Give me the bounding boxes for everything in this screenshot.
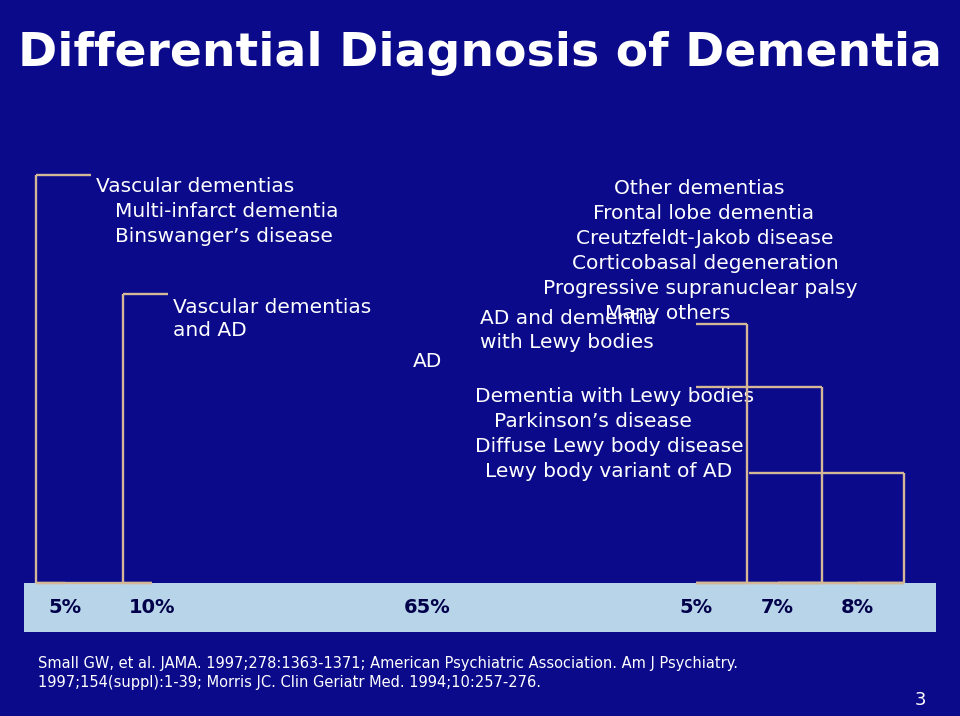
Text: Vascular dementias: Vascular dementias	[173, 299, 372, 317]
Text: Vascular dementias: Vascular dementias	[96, 177, 295, 195]
Text: 1997;154(suppl):1-39; Morris JC. Clin Geriatr Med. 1994;10:257-276.: 1997;154(suppl):1-39; Morris JC. Clin Ge…	[38, 675, 541, 690]
Text: Other dementias: Other dementias	[614, 179, 785, 198]
Text: 10%: 10%	[129, 598, 175, 616]
Text: Many others: Many others	[605, 304, 731, 324]
Text: Progressive supranuclear palsy: Progressive supranuclear palsy	[543, 279, 858, 299]
Bar	[24, 583, 936, 632]
Text: Creutzfeldt-Jakob disease: Creutzfeldt-Jakob disease	[576, 229, 833, 248]
Text: Lewy body variant of AD: Lewy body variant of AD	[485, 462, 732, 481]
Text: Parkinson’s disease: Parkinson’s disease	[494, 412, 692, 431]
Text: AD and dementia: AD and dementia	[480, 309, 657, 328]
Text: 5%: 5%	[49, 598, 82, 616]
Text: 5%: 5%	[680, 598, 712, 616]
Text: with Lewy bodies: with Lewy bodies	[480, 333, 654, 352]
Text: Multi-infarct dementia: Multi-infarct dementia	[115, 202, 339, 221]
Text: 65%: 65%	[404, 598, 450, 616]
Text: Corticobasal degeneration: Corticobasal degeneration	[572, 254, 839, 274]
Text: Diffuse Lewy body disease: Diffuse Lewy body disease	[475, 437, 744, 456]
Text: Differential Diagnosis of Dementia: Differential Diagnosis of Dementia	[18, 32, 942, 76]
Text: Dementia with Lewy bodies: Dementia with Lewy bodies	[475, 387, 755, 406]
Text: AD: AD	[413, 352, 442, 371]
Text: 8%: 8%	[841, 598, 874, 616]
Text: Small GW, et al. JAMA. 1997;278:1363-1371; American Psychiatric Association. Am : Small GW, et al. JAMA. 1997;278:1363-137…	[38, 657, 738, 671]
Text: 3: 3	[915, 691, 926, 710]
Text: Binswanger’s disease: Binswanger’s disease	[115, 227, 333, 246]
Text: Frontal lobe dementia: Frontal lobe dementia	[593, 204, 814, 223]
Text: and AD: and AD	[173, 321, 247, 340]
Text: 7%: 7%	[761, 598, 794, 616]
